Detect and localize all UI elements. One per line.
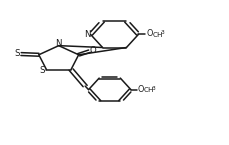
Text: O: O [90,46,97,55]
Text: N: N [55,39,62,48]
Text: O: O [146,29,153,38]
Text: CH: CH [153,32,164,38]
Text: CH: CH [144,87,155,93]
Text: S: S [40,66,45,75]
Text: N: N [84,30,91,39]
Text: 3: 3 [152,86,155,90]
Text: O: O [137,85,144,94]
Text: S: S [15,49,20,58]
Text: 3: 3 [161,30,164,35]
